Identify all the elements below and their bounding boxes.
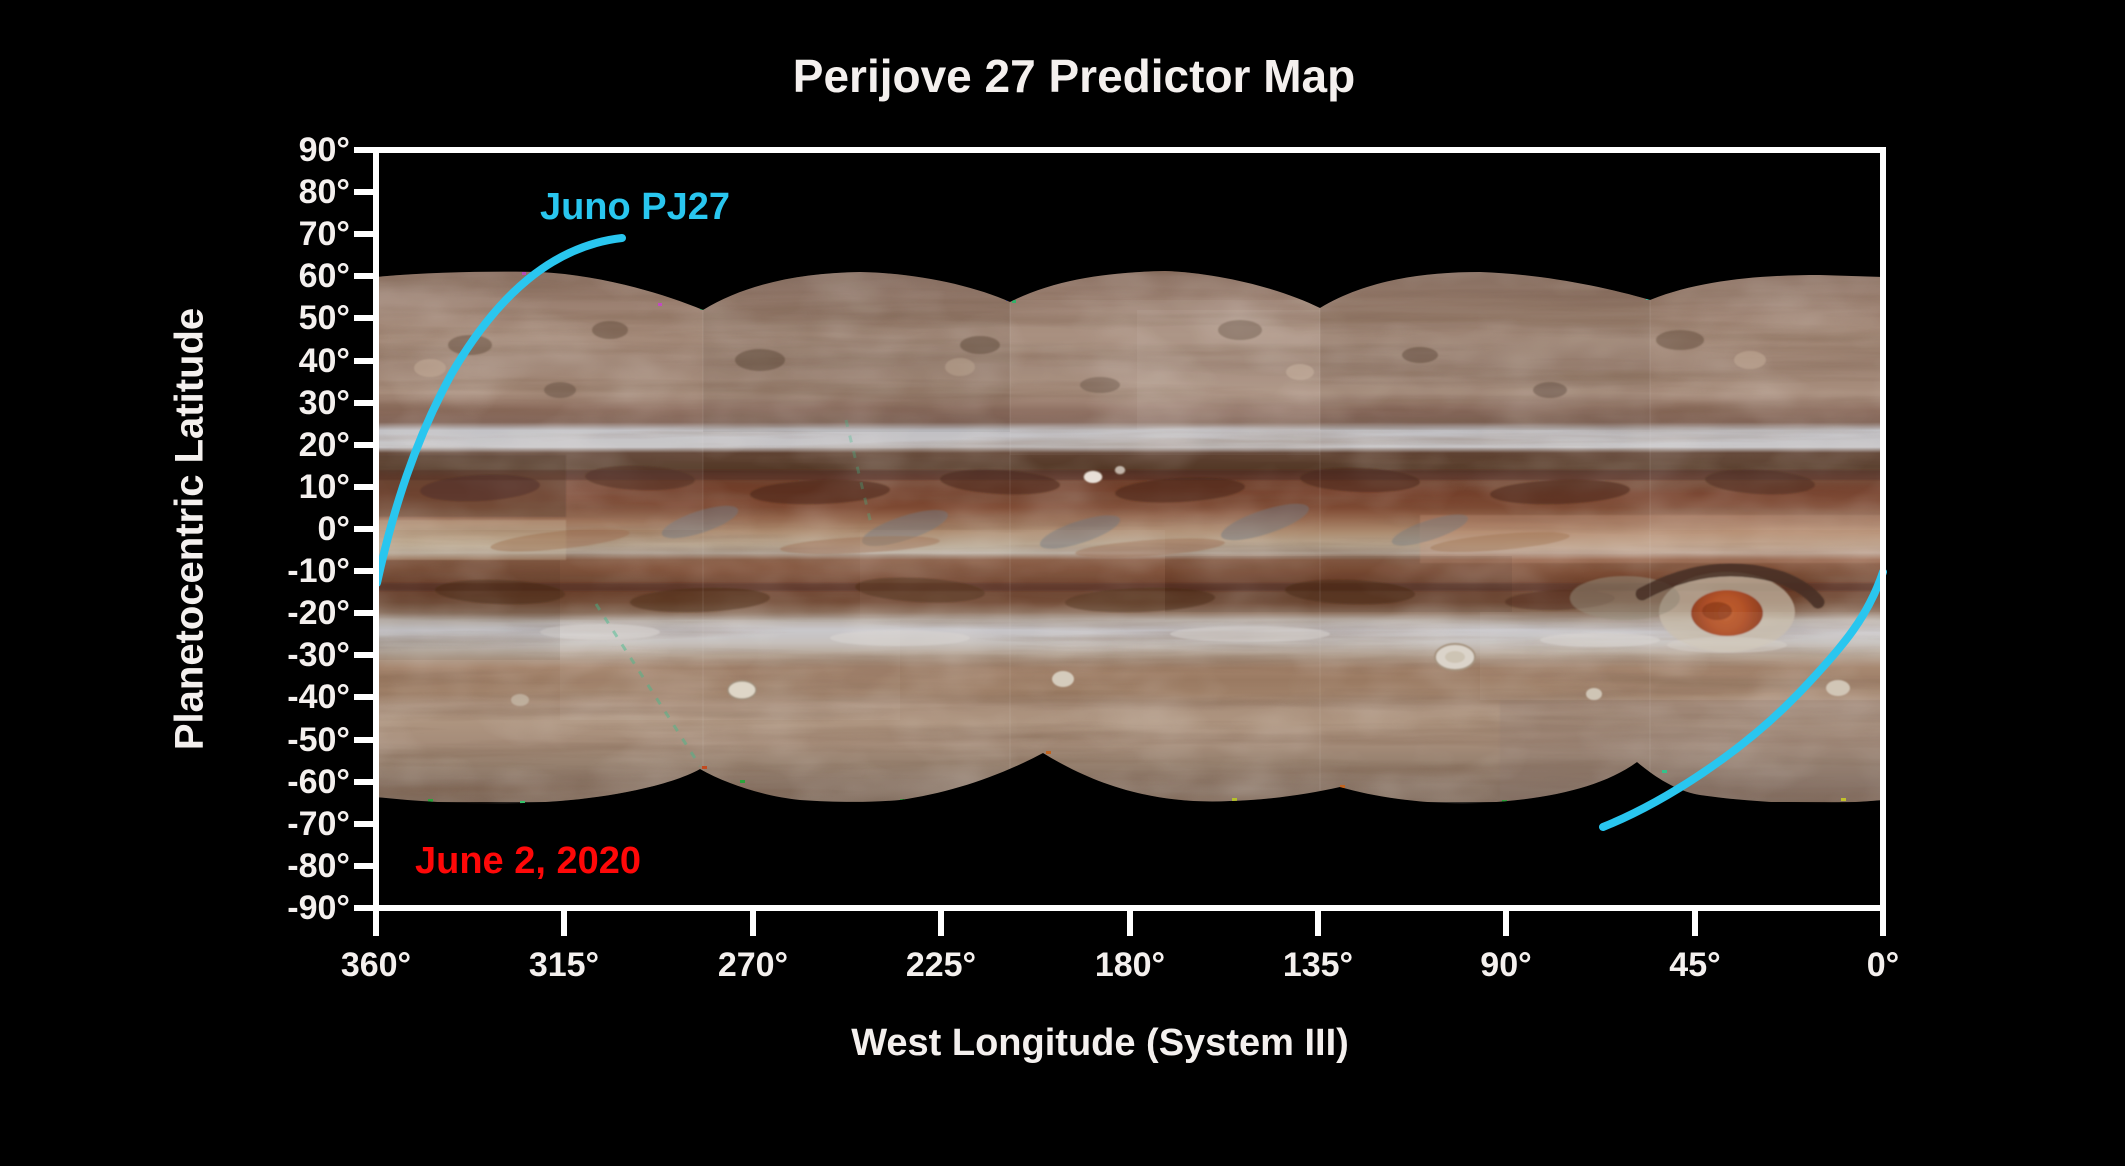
x-axis-ticks <box>373 908 1886 936</box>
x-axis-title: West Longitude (System III) <box>851 1022 1349 1064</box>
y-tick-label: -90° <box>287 889 350 927</box>
y-axis-title: Planetocentric Latitude <box>167 307 212 751</box>
juno-trajectory-segment-west <box>373 234 626 587</box>
y-axis-ticks <box>354 147 376 911</box>
y-tick-label: 30° <box>298 384 350 422</box>
y-tick-label: -40° <box>287 678 350 716</box>
x-tick-label: 135° <box>1282 946 1354 984</box>
x-tick-label: 180° <box>1094 946 1166 984</box>
x-tick-label: 270° <box>717 946 789 984</box>
white-ovals <box>511 643 1850 706</box>
y-tick-label: -60° <box>287 763 350 801</box>
y-tick-label: -80° <box>287 847 350 885</box>
juno-trajectory-segment-east <box>1599 568 1887 831</box>
figure-title: Perijove 27 Predictor Map <box>792 50 1356 102</box>
y-tick-label: 70° <box>298 215 350 253</box>
y-tick-label: 80° <box>298 173 350 211</box>
y-tick-label: 20° <box>298 426 350 464</box>
y-tick-label: 50° <box>298 299 350 337</box>
y-tick-label: -50° <box>287 721 350 759</box>
y-tick-label: 90° <box>298 131 350 169</box>
date-label: June 2, 2020 <box>415 840 642 882</box>
y-tick-label: -30° <box>287 636 350 674</box>
x-tick-label: 360° <box>340 946 412 984</box>
y-tick-label: 0° <box>317 510 350 548</box>
mosaic-tile-seams <box>376 272 1883 800</box>
x-tick-label: 0° <box>1866 946 1900 984</box>
x-tick-label: 90° <box>1480 946 1532 984</box>
y-tick-label: 60° <box>298 257 350 295</box>
jupiter-map-texture <box>376 271 1883 804</box>
y-tick-label: -20° <box>287 594 350 632</box>
trajectory-label: Juno PJ27 <box>539 186 731 228</box>
y-tick-label: 40° <box>298 342 350 380</box>
x-tick-label: 45° <box>1669 946 1721 984</box>
x-tick-label: 225° <box>905 946 977 984</box>
y-tick-label: -70° <box>287 805 350 843</box>
axis-frame-and-ticks <box>354 147 1886 936</box>
x-tick-label: 315° <box>528 946 600 984</box>
y-tick-label: 10° <box>298 468 350 506</box>
great-red-spot <box>1570 563 1825 653</box>
y-tick-label: -10° <box>287 552 350 590</box>
